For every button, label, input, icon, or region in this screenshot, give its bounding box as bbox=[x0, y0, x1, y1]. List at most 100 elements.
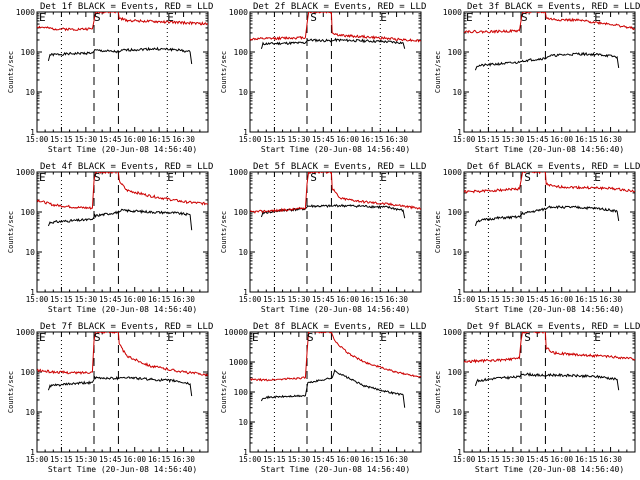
x-tick-label: 15:00 bbox=[239, 455, 262, 464]
panel-title: Det 2f BLACK = Events, RED = LLD bbox=[253, 2, 426, 12]
detector-panel-2: Det 2f BLACK = Events, RED = LLD 1 10 100 10… bbox=[220, 2, 426, 154]
y-tick-label: 1000 bbox=[229, 168, 248, 177]
annotation-marker: S bbox=[310, 11, 317, 24]
x-tick-label: 15:15 bbox=[50, 295, 73, 304]
series-red-line bbox=[464, 12, 635, 34]
annotation-marker: E bbox=[594, 331, 601, 344]
x-tick-label: 16:00 bbox=[336, 455, 359, 464]
x-tick-label: 16:30 bbox=[385, 295, 408, 304]
y-axis-label: Counts/sec bbox=[7, 371, 15, 413]
x-axis-label: Start Time (20-Jun-08 14:56:40) bbox=[261, 465, 410, 474]
plot-frame bbox=[463, 331, 636, 453]
annotation-marker: E bbox=[594, 11, 601, 24]
series-red-line bbox=[464, 172, 635, 194]
plot-frame bbox=[249, 171, 422, 293]
y-tick-label: 100 bbox=[234, 388, 249, 397]
annotation-marker: E bbox=[466, 11, 473, 24]
x-tick-label: 16:00 bbox=[123, 135, 146, 144]
x-tick-label: 16:30 bbox=[599, 455, 622, 464]
x-tick-label: 16:30 bbox=[172, 295, 195, 304]
x-tick-label: 16:00 bbox=[336, 295, 359, 304]
annotation-marker: E bbox=[252, 331, 259, 344]
x-tick-label: 16:15 bbox=[575, 295, 598, 304]
x-tick-label: 16:15 bbox=[361, 135, 384, 144]
series-black-line bbox=[260, 37, 406, 49]
annotation-marker: S bbox=[521, 11, 528, 24]
y-axis-label: Counts/sec bbox=[220, 371, 228, 413]
plot-frame bbox=[463, 171, 636, 293]
x-axis-label: Start Time (20-Jun-08 14:56:40) bbox=[48, 465, 197, 474]
plot-frame bbox=[463, 11, 636, 133]
y-tick-label: 1 bbox=[243, 448, 248, 457]
x-tick-label: 16:30 bbox=[385, 135, 408, 144]
x-tick-label: 15:00 bbox=[26, 295, 49, 304]
x-tick-label: 15:45 bbox=[526, 455, 549, 464]
x-tick-label: 15:00 bbox=[453, 455, 476, 464]
x-axis-label: Start Time (20-Jun-08 14:56:40) bbox=[261, 145, 410, 154]
series-black-line bbox=[474, 51, 620, 71]
x-tick-label: 16:15 bbox=[148, 295, 171, 304]
x-tick-label: 15:30 bbox=[502, 295, 525, 304]
detector-panel-8: Det 8f BLACK = Events, RED = LLD 1 10 100 10… bbox=[220, 322, 426, 474]
x-tick-label: 15:30 bbox=[288, 455, 311, 464]
annotation-marker: E bbox=[39, 171, 46, 184]
y-tick-label: 100 bbox=[21, 368, 36, 377]
x-tick-label: 16:00 bbox=[550, 455, 573, 464]
x-tick-label: 15:15 bbox=[263, 135, 286, 144]
x-tick-label: 15:15 bbox=[477, 455, 500, 464]
x-tick-label: 15:00 bbox=[453, 135, 476, 144]
y-tick-label: 1000 bbox=[16, 328, 35, 337]
y-tick-label: 100 bbox=[234, 208, 249, 217]
x-tick-label: 16:15 bbox=[575, 135, 598, 144]
annotation-marker: E bbox=[380, 171, 387, 184]
annotation-marker: E bbox=[380, 11, 387, 24]
detector-panel-1: Det 1f BLACK = Events, RED = LLD 1 10 100 10… bbox=[7, 2, 213, 154]
y-tick-label: 10 bbox=[238, 88, 248, 97]
plot-frame bbox=[36, 11, 209, 133]
annotation-marker: E bbox=[167, 331, 174, 344]
y-tick-label: 10 bbox=[25, 408, 35, 417]
panel-title: Det 3f BLACK = Events, RED = LLD bbox=[467, 2, 640, 12]
series-black-line bbox=[260, 203, 406, 219]
annotation-marker: E bbox=[167, 171, 174, 184]
y-tick-label: 100 bbox=[448, 208, 463, 217]
x-tick-label: 15:00 bbox=[26, 135, 49, 144]
series-red-line bbox=[37, 332, 208, 377]
detector-panel-7: Det 7f BLACK = Events, RED = LLD 1 10 100 10… bbox=[7, 322, 213, 474]
x-tick-label: 15:45 bbox=[312, 455, 335, 464]
y-axis-label: Counts/sec bbox=[7, 211, 15, 253]
plot-frame bbox=[36, 171, 209, 293]
y-tick-label: 1000 bbox=[443, 328, 462, 337]
x-tick-label: 15:30 bbox=[288, 135, 311, 144]
y-tick-label: 100 bbox=[448, 368, 463, 377]
x-axis-label: Start Time (20-Jun-08 14:56:40) bbox=[48, 305, 197, 314]
x-tick-label: 15:30 bbox=[75, 455, 98, 464]
x-tick-label: 15:45 bbox=[312, 135, 335, 144]
series-black-line bbox=[260, 369, 406, 408]
annotation-marker: S bbox=[94, 171, 101, 184]
x-tick-label: 15:15 bbox=[263, 455, 286, 464]
annotation-marker: E bbox=[39, 11, 46, 24]
y-tick-label: 1 bbox=[457, 288, 462, 297]
annotation-marker: S bbox=[310, 171, 317, 184]
x-tick-label: 16:00 bbox=[336, 135, 359, 144]
series-black-line bbox=[474, 372, 620, 391]
y-tick-label: 10 bbox=[452, 88, 462, 97]
series-red-line bbox=[37, 12, 208, 32]
annotation-marker: E bbox=[594, 171, 601, 184]
x-tick-label: 16:00 bbox=[550, 135, 573, 144]
x-axis-label: Start Time (20-Jun-08 14:56:40) bbox=[475, 145, 624, 154]
y-axis-label: Counts/sec bbox=[434, 51, 442, 93]
annotation-marker: S bbox=[524, 331, 531, 344]
y-tick-label: 100 bbox=[448, 48, 463, 57]
y-tick-label: 1 bbox=[30, 128, 35, 137]
y-tick-label: 1000 bbox=[16, 168, 35, 177]
annotation-marker: S bbox=[524, 171, 531, 184]
y-tick-label: 1 bbox=[30, 288, 35, 297]
x-tick-label: 16:30 bbox=[599, 295, 622, 304]
y-tick-label: 10 bbox=[238, 248, 248, 257]
y-tick-label: 10 bbox=[25, 248, 35, 257]
series-black-line bbox=[47, 208, 193, 231]
series-red-line bbox=[464, 332, 635, 364]
plot-frame bbox=[249, 331, 422, 453]
